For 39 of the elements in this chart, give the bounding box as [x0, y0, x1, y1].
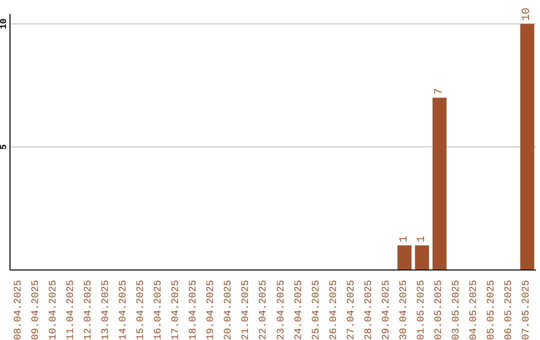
x-tick-label: 04.05.2025: [469, 280, 480, 340]
x-tick-label: 15.04.2025: [136, 280, 147, 340]
x-tick-label: 18.04.2025: [188, 280, 200, 340]
x-tick-label: 25.04.2025: [311, 280, 322, 340]
x-tick-label: 02.05.2025: [434, 280, 446, 340]
data-label: 7: [434, 88, 446, 95]
data-label: 10: [521, 8, 534, 21]
bar: [520, 24, 534, 270]
x-tick-label: 11.04.2025: [66, 280, 77, 340]
x-tick-label: 20.04.2025: [224, 280, 235, 340]
x-tick-label: 30.04.2025: [399, 280, 410, 340]
x-tick-label: 10.04.2025: [48, 280, 60, 340]
x-tick-label: 29.04.2025: [381, 280, 392, 340]
x-tick-label: 09.04.2025: [30, 280, 42, 340]
x-tick-label: 03.05.2025: [452, 280, 463, 340]
x-tick-label: 06.05.2025: [504, 280, 516, 340]
y-tick-label: 5: [0, 144, 9, 150]
x-tick-label: 13.04.2025: [100, 280, 112, 340]
x-tick-label: 07.05.2025: [522, 280, 533, 340]
x-tick-label: 05.05.2025: [486, 280, 498, 340]
x-tick-label: 27.04.2025: [346, 280, 358, 340]
x-tick-label: 28.04.2025: [364, 280, 375, 340]
x-tick-label: 12.04.2025: [83, 280, 94, 340]
bar: [415, 245, 430, 270]
x-tick-label: 17.04.2025: [171, 280, 182, 340]
x-tick-label: 14.04.2025: [118, 280, 130, 340]
x-tick-label: 16.04.2025: [154, 280, 165, 340]
x-tick-label: 08.04.2025: [13, 280, 24, 340]
data-label: 1: [416, 235, 428, 242]
x-tick-label: 21.04.2025: [241, 280, 252, 340]
x-tick-label: 24.04.2025: [294, 280, 305, 340]
x-tick-label: 19.04.2025: [206, 280, 218, 340]
x-tick-label: 01.05.2025: [416, 280, 428, 340]
bar: [432, 98, 447, 270]
bar: [397, 245, 412, 270]
x-tick-label: 23.04.2025: [276, 280, 288, 340]
x-tick-label: 26.04.2025: [328, 280, 340, 340]
x-tick-label: 22.04.2025: [258, 280, 270, 340]
data-label: 1: [398, 235, 410, 242]
